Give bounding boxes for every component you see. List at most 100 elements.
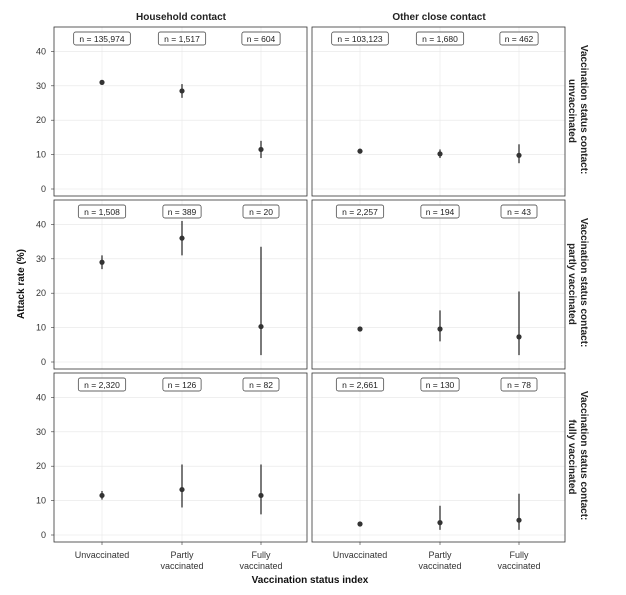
- panel-border: [311, 372, 566, 543]
- x-tick-label: Partly vaccinated: [418, 550, 461, 571]
- y-tick-label: 40: [36, 392, 46, 402]
- facet-panel: n = 2,661 n = 130 n = 78 Unvaccinated Partly…: [311, 372, 566, 571]
- data-point: [99, 79, 105, 85]
- sample-size-box: [73, 31, 131, 46]
- row-facet-title-line: unvaccinated: [566, 79, 577, 143]
- sample-size-label: n = 126: [168, 380, 197, 390]
- data-point: [179, 235, 185, 241]
- row-facet-title-line: Vaccination status contact:: [578, 218, 589, 347]
- sample-size-box: [242, 377, 280, 392]
- row-facet-title-line: Vaccination status contact:: [578, 45, 589, 174]
- y-tick-label: 10: [36, 323, 46, 333]
- x-tick-label: Partly vaccinated: [160, 550, 203, 571]
- row-facet-title-fully-vaccinated: Vaccination status contact: fully vaccin…: [566, 391, 589, 523]
- column-facet-title-household: Household contact: [136, 12, 227, 23]
- data-point: [258, 323, 264, 330]
- sample-size-box: [500, 377, 538, 392]
- panel-border: [311, 26, 566, 197]
- y-tick-label: 20: [36, 115, 46, 125]
- sample-size-label: n = 20: [249, 207, 273, 217]
- data-point: [258, 146, 264, 153]
- sample-size-label: n = 604: [247, 34, 276, 44]
- data-point: [179, 88, 185, 94]
- sample-size-label: n = 194: [426, 207, 455, 217]
- panel-border: [311, 199, 566, 370]
- y-tick-label: 0: [41, 184, 46, 194]
- data-point: [357, 521, 363, 527]
- y-tick-label: 20: [36, 288, 46, 298]
- sample-size-label: n = 1,517: [164, 34, 200, 44]
- data-point: [179, 486, 185, 493]
- sample-size-box: [500, 204, 538, 219]
- sample-size-label: n = 82: [249, 380, 273, 390]
- y-tick-label: 30: [36, 254, 46, 264]
- sample-size-label: n = 2,257: [342, 207, 378, 217]
- sample-size-box: [335, 377, 385, 392]
- y-tick-label: 40: [36, 46, 46, 56]
- x-tick-label: Unvaccinated: [75, 550, 130, 560]
- sample-size-box: [420, 377, 460, 392]
- y-axis-title: Attack rate (%): [16, 249, 27, 319]
- sample-size-box: [241, 31, 281, 46]
- x-tick-label: Fully vaccinated: [239, 550, 282, 571]
- y-tick-label: 0: [41, 530, 46, 540]
- y-tick-label: 20: [36, 461, 46, 471]
- labels-layer: Household contact Other close contact Va…: [16, 12, 589, 586]
- column-facet-title-other-close: Other close contact: [392, 12, 486, 23]
- panels-layer: 0 10 20 30 40 n = 135,974 n = 1,517 n = 604 n = …: [36, 26, 566, 571]
- data-point: [516, 152, 522, 158]
- y-tick-label: 40: [36, 219, 46, 229]
- data-point: [258, 492, 264, 499]
- y-tick-label: 0: [41, 357, 46, 367]
- sample-size-label: n = 78: [507, 380, 531, 390]
- sample-size-box: [162, 377, 202, 392]
- row-facet-title-unvaccinated: Vaccination status contact: unvaccinated: [566, 45, 589, 177]
- data-point: [99, 492, 105, 499]
- facet-panel: 0 10 20 30 40 n = 1,508 n = 389 n = 20: [36, 199, 308, 370]
- row-facet-title-partly-vaccinated: Vaccination status contact: partly vacci…: [566, 218, 589, 350]
- x-axis-title: Vaccination status index: [252, 575, 369, 586]
- y-tick-label: 30: [36, 427, 46, 437]
- sample-size-label: n = 462: [505, 34, 534, 44]
- panel-border: [53, 199, 308, 370]
- facet-panel: 0 10 20 30 40 n = 135,974 n = 1,517 n = 604: [36, 26, 308, 197]
- sample-size-label: n = 1,680: [422, 34, 458, 44]
- x-tick-label: Unvaccinated: [333, 550, 388, 560]
- sample-size-label: n = 103,123: [337, 34, 382, 44]
- data-point: [357, 148, 363, 154]
- data-point: [516, 517, 522, 523]
- sample-size-box: [157, 31, 207, 46]
- x-tick-label: Fully vaccinated: [497, 550, 540, 571]
- sample-size-label: n = 135,974: [79, 34, 124, 44]
- sample-size-label: n = 130: [426, 380, 455, 390]
- sample-size-box: [77, 377, 127, 392]
- sample-size-label: n = 1,508: [84, 207, 120, 217]
- y-tick-label: 10: [36, 496, 46, 506]
- sample-size-label: n = 2,661: [342, 380, 378, 390]
- sample-size-label: n = 389: [168, 207, 197, 217]
- sample-size-box: [242, 204, 280, 219]
- data-point: [437, 520, 443, 526]
- row-facet-title-line: fully vaccinated: [566, 419, 577, 494]
- sample-size-label: n = 2,320: [84, 380, 120, 390]
- data-point: [357, 326, 363, 332]
- sample-size-box: [77, 204, 127, 219]
- facet-panel: n = 103,123 n = 1,680 n = 462: [311, 26, 566, 197]
- y-tick-label: 10: [36, 150, 46, 160]
- sample-size-box: [335, 204, 385, 219]
- sample-size-box: [162, 204, 202, 219]
- row-facet-title-line: partly vaccinated: [566, 243, 577, 325]
- data-point: [437, 151, 443, 157]
- data-point: [516, 334, 522, 340]
- data-point: [99, 259, 105, 265]
- panel-border: [53, 372, 308, 543]
- row-facet-title-line: Vaccination status contact:: [578, 391, 589, 520]
- y-tick-label: 30: [36, 81, 46, 91]
- facet-panel: 0 10 20 30 40 n = 2,320 n = 126 n = 82 Unvaccina…: [36, 372, 308, 571]
- sample-size-box: [499, 31, 539, 46]
- sample-size-box: [331, 31, 389, 46]
- sample-size-box: [420, 204, 460, 219]
- sample-size-label: n = 43: [507, 207, 531, 217]
- panel-border: [53, 26, 308, 197]
